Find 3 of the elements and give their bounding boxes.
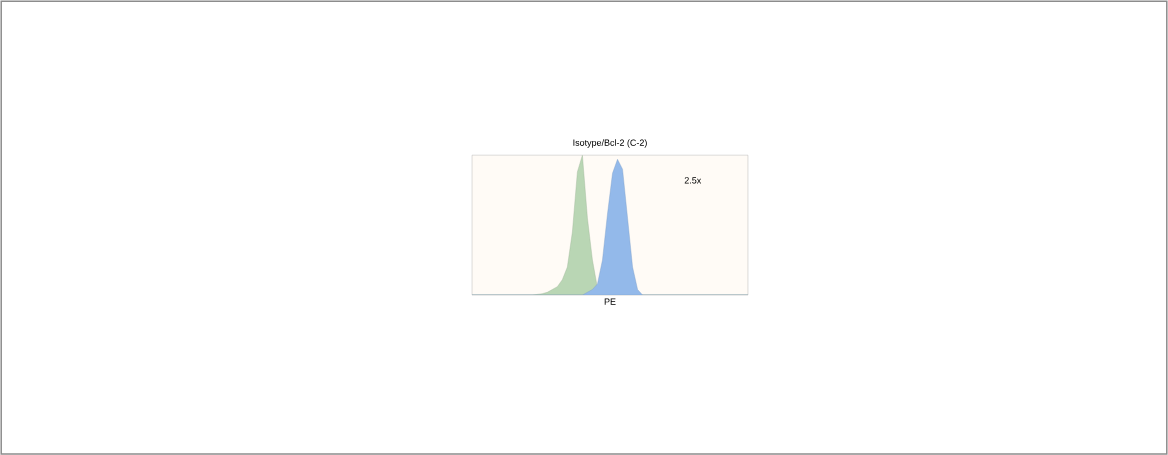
annotation: 2.5x [684, 177, 702, 184]
chart-title: Isotype/Bcl-2 (C-2) [573, 139, 647, 148]
x-axis-title: PE [604, 298, 616, 305]
